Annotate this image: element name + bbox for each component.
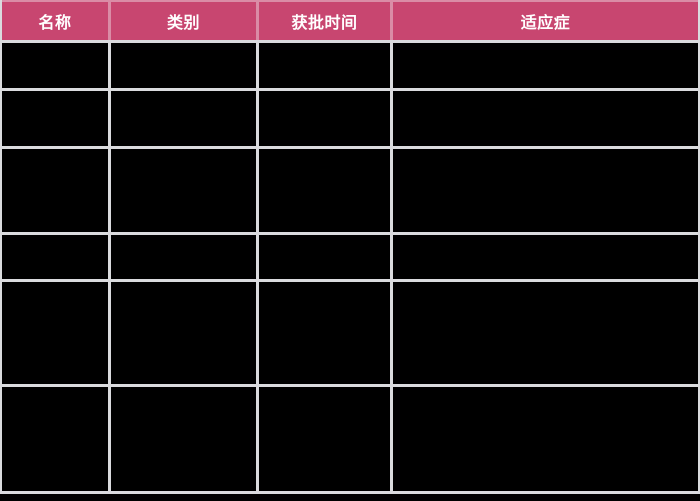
table-cell bbox=[259, 235, 390, 279]
table-cell bbox=[111, 282, 256, 384]
column-header-indications: 适应症 bbox=[393, 2, 698, 40]
column-header-approval-date: 获批时间 bbox=[259, 2, 390, 40]
table-cell bbox=[2, 282, 108, 384]
table-cell bbox=[2, 91, 108, 146]
table-cell bbox=[2, 149, 108, 232]
table-cell bbox=[111, 91, 256, 146]
table-cell bbox=[2, 235, 108, 279]
table-cell bbox=[2, 43, 108, 88]
table-cell bbox=[259, 149, 390, 232]
table-cell bbox=[111, 43, 256, 88]
table-cell bbox=[393, 149, 698, 232]
table-cell bbox=[259, 387, 390, 491]
table-cell bbox=[393, 387, 698, 491]
table-cell bbox=[393, 282, 698, 384]
bottom-bar bbox=[0, 494, 700, 501]
table-cell bbox=[259, 91, 390, 146]
table-header-row: 名称 类别 获批时间 适应症 bbox=[2, 0, 698, 40]
table-cell bbox=[259, 282, 390, 384]
table-cell bbox=[111, 149, 256, 232]
table-cell bbox=[393, 43, 698, 88]
column-header-name: 名称 bbox=[2, 2, 108, 40]
table-cell bbox=[2, 387, 108, 491]
table-cell bbox=[259, 43, 390, 88]
table-body bbox=[2, 40, 698, 494]
table-cell bbox=[111, 387, 256, 491]
table-cell bbox=[393, 235, 698, 279]
table-cell bbox=[393, 91, 698, 146]
column-header-category: 类别 bbox=[111, 2, 256, 40]
table-cell bbox=[111, 235, 256, 279]
